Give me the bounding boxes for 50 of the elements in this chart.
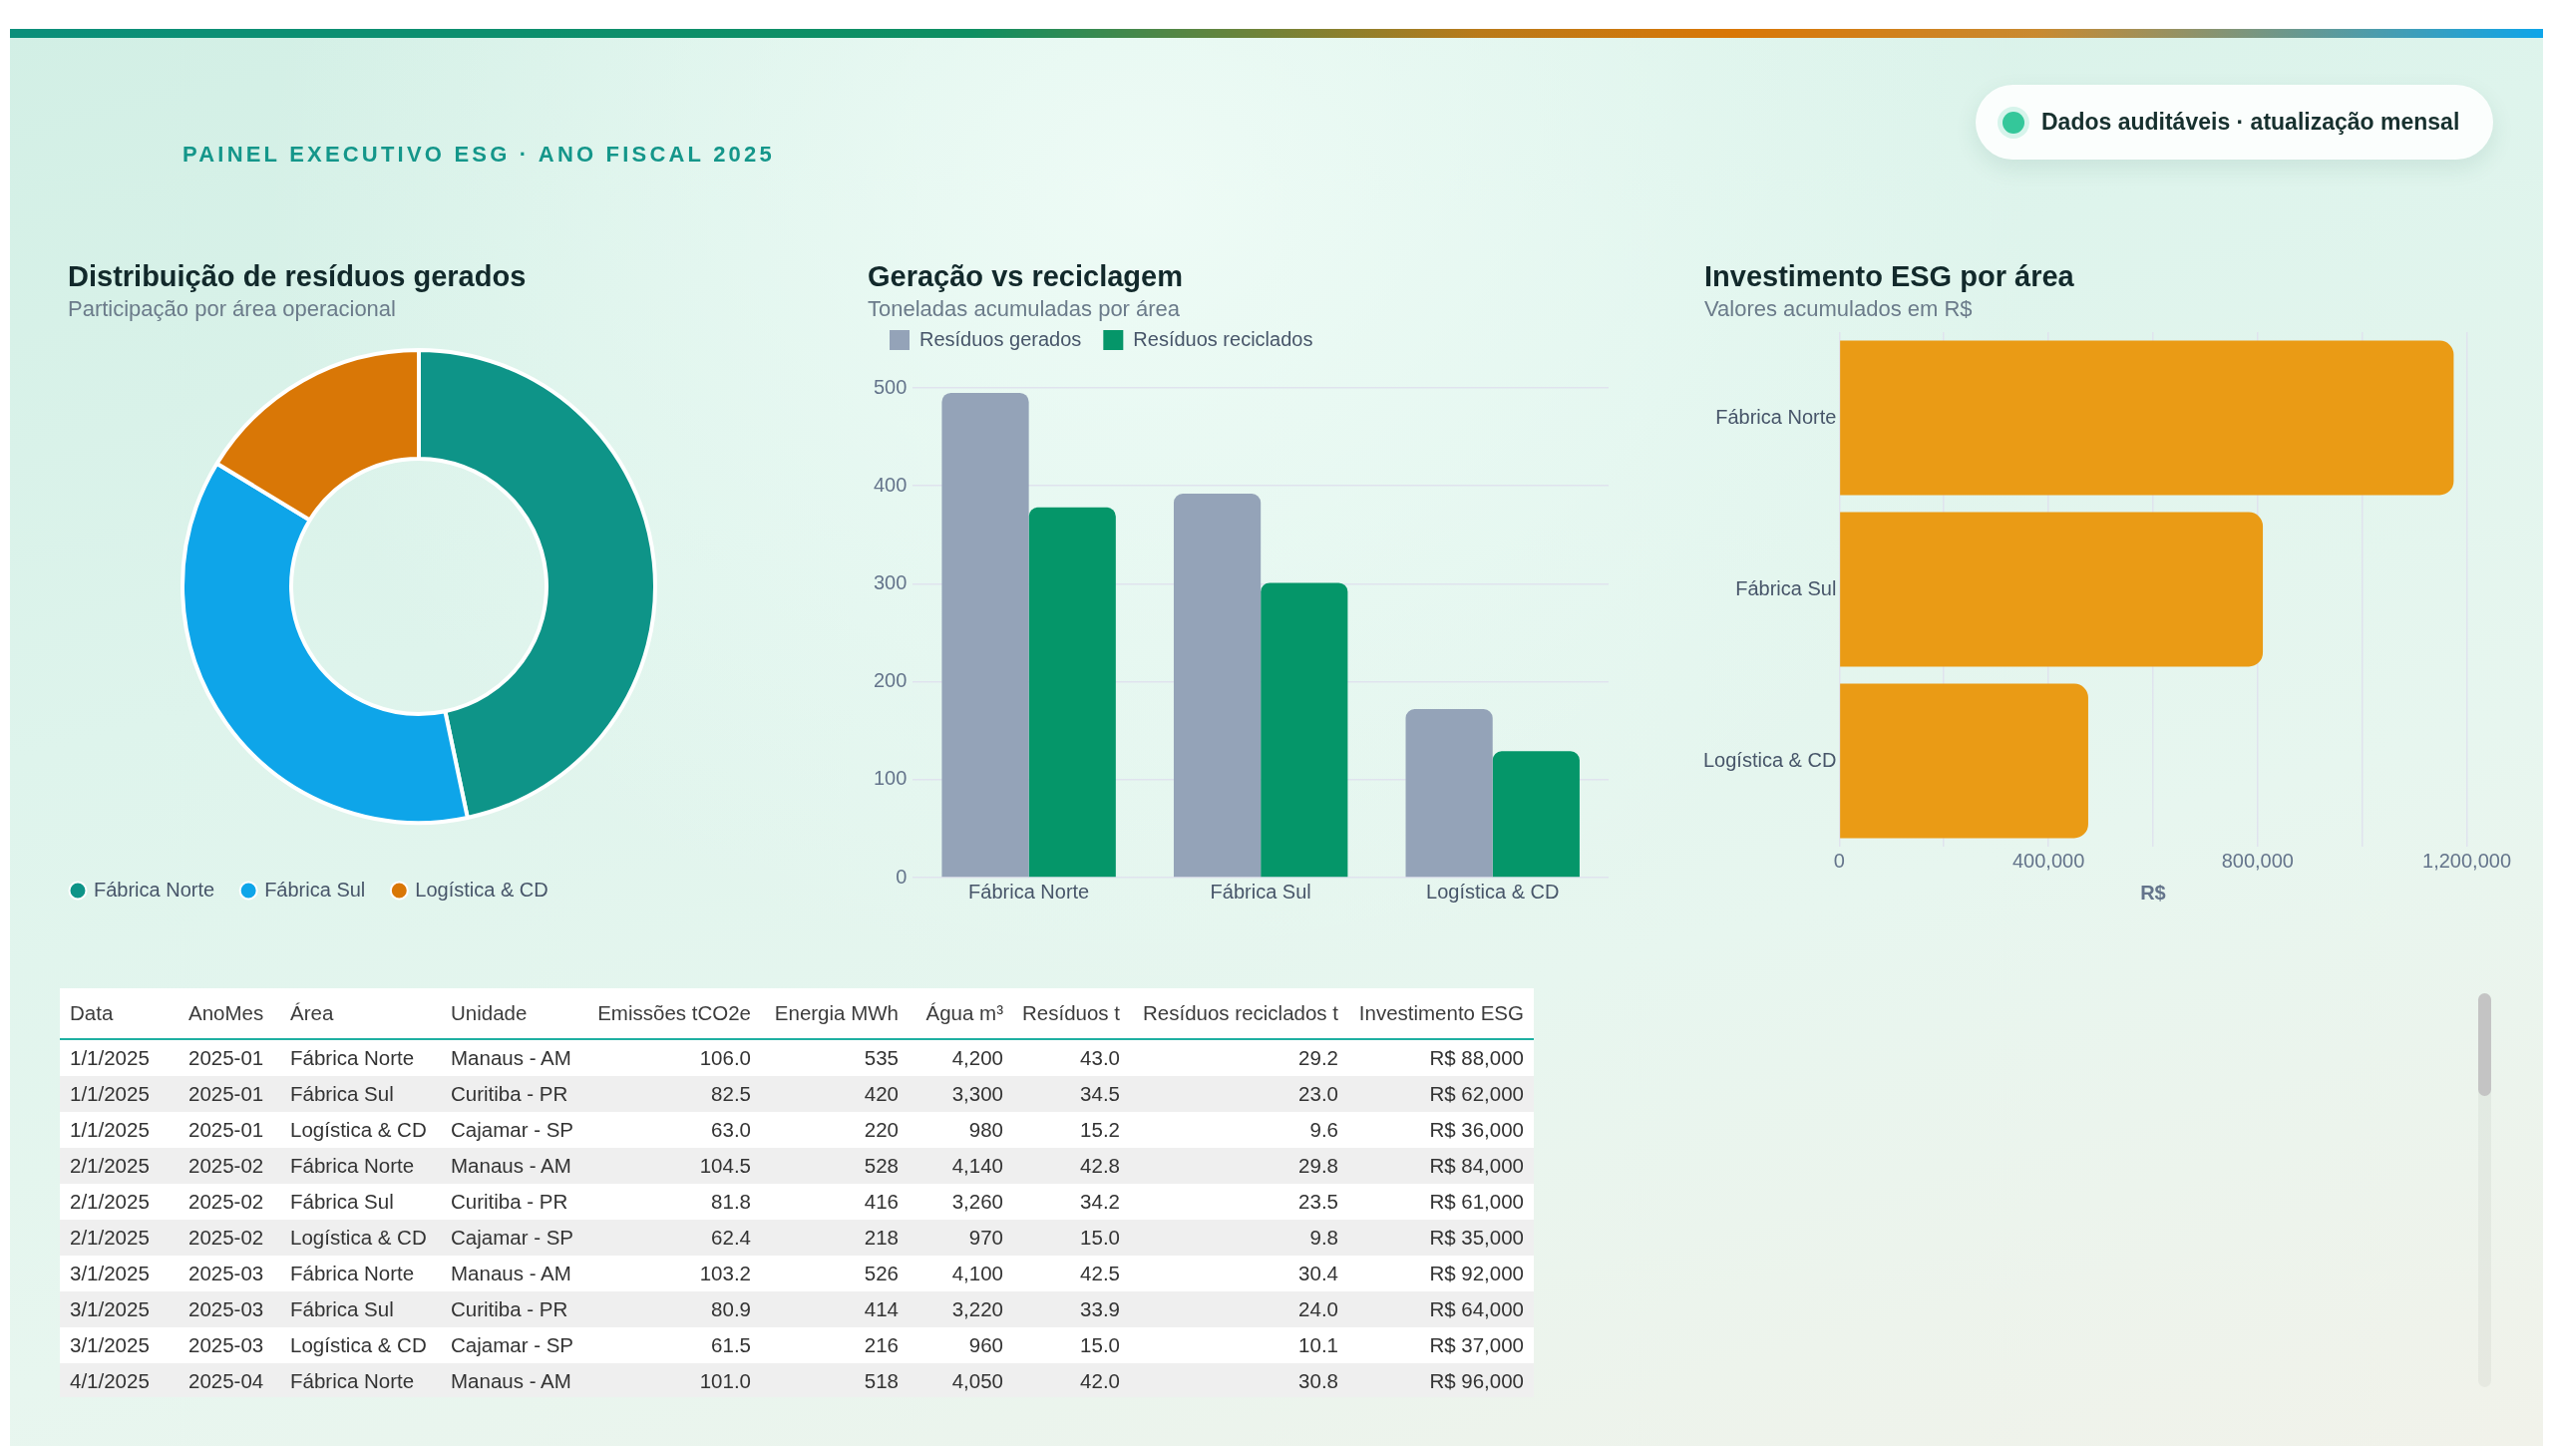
legend-label: Resíduos reciclados bbox=[1133, 327, 1313, 350]
y-tick-label: 100 bbox=[873, 767, 908, 790]
bar bbox=[1173, 494, 1262, 878]
category-label: Data bbox=[70, 1001, 114, 1025]
category-label: Investimento ESG bbox=[1358, 1001, 1524, 1025]
chart-title: Distribuição de resíduos gerados bbox=[68, 260, 527, 292]
x-tick-label: 1,200,000 bbox=[2422, 849, 2511, 872]
table-row: 2/1/2025 2025-02 Logística & CD Cajamar - SP 62.4 218 970 15.0 9.8 R$ 35,000 bbox=[60, 1220, 1534, 1256]
bar bbox=[1405, 709, 1493, 878]
category-label: Unidade bbox=[451, 1001, 528, 1025]
y-tick-label: 400 bbox=[873, 473, 908, 496]
chart-title: Geração vs reciclagem bbox=[868, 260, 1183, 292]
table-row: 4/1/2025 2025-04 Fábrica Norte Manaus - AM 101.0 518 4,050 42.0 30.8 R$ 96,000 bbox=[60, 1363, 1534, 1397]
chart-subtitle: Valores acumulados em R$ bbox=[1704, 296, 1973, 321]
bar bbox=[1840, 340, 2454, 496]
bar bbox=[1261, 582, 1348, 878]
bar bbox=[1840, 512, 2264, 667]
x-tick-label: Fábrica Norte bbox=[968, 880, 1090, 903]
bar bbox=[1840, 683, 2088, 839]
bar bbox=[1492, 751, 1580, 878]
x-tick-label: Fábrica Sul bbox=[1210, 880, 1311, 903]
y-tick-label: 300 bbox=[873, 570, 908, 593]
x-tick-label: 800,000 bbox=[2221, 849, 2294, 872]
category-label: Água m³ bbox=[925, 1001, 1003, 1025]
chart-subtitle: Participação por área operacional bbox=[68, 296, 396, 321]
bar bbox=[1028, 507, 1116, 878]
legend-label: Resíduos gerados bbox=[919, 327, 1082, 350]
category-label: Resíduos reciclados t bbox=[1143, 1001, 1338, 1025]
text: PAINEL EXECUTIVO ESG · ANO FISCAL 2025 bbox=[182, 142, 775, 167]
category-label: Resíduos t bbox=[1022, 1001, 1120, 1025]
y-tick-label: 500 bbox=[873, 375, 908, 398]
category-label: Emissões tCO2e bbox=[597, 1001, 751, 1025]
category-label: Energia MWh bbox=[774, 1001, 899, 1025]
category-label: AnoMes bbox=[188, 1001, 264, 1025]
bar bbox=[941, 392, 1029, 878]
table-row: 3/1/2025 2025-03 Fábrica Sul Curitiba - PR 80.9 414 3,220 33.9 24.0 R$ 64,000 bbox=[60, 1291, 1534, 1327]
x-axis-title: R$ bbox=[2140, 881, 2166, 904]
chart-title: Investimento ESG por área bbox=[1704, 260, 2074, 292]
x-tick-label: 400,000 bbox=[2011, 849, 2085, 872]
x-tick-label: Logística & CD bbox=[1426, 880, 1560, 903]
y-tick-label: Fábrica Sul bbox=[1735, 576, 1837, 599]
chart-subtitle: Toneladas acumuladas por área bbox=[868, 296, 1181, 321]
y-tick-label: 0 bbox=[896, 865, 908, 888]
table-row: 1/1/2025 2025-01 Fábrica Sul Curitiba - PR 82.5 420 3,300 34.5 23.0 R$ 62,000 bbox=[60, 1076, 1534, 1112]
y-tick-label: Logística & CD bbox=[1703, 748, 1837, 771]
category-label: Área bbox=[290, 1001, 334, 1025]
table-row: 2/1/2025 2025-02 Fábrica Norte Manaus - AM 104.5 528 4,140 42.8 29.8 R$ 84,000 bbox=[60, 1148, 1534, 1184]
y-tick-label: Fábrica Norte bbox=[1715, 405, 1837, 428]
status-badge: Dados auditáveis · atualização mensal bbox=[1976, 85, 2493, 160]
y-tick-label: 200 bbox=[873, 669, 908, 692]
